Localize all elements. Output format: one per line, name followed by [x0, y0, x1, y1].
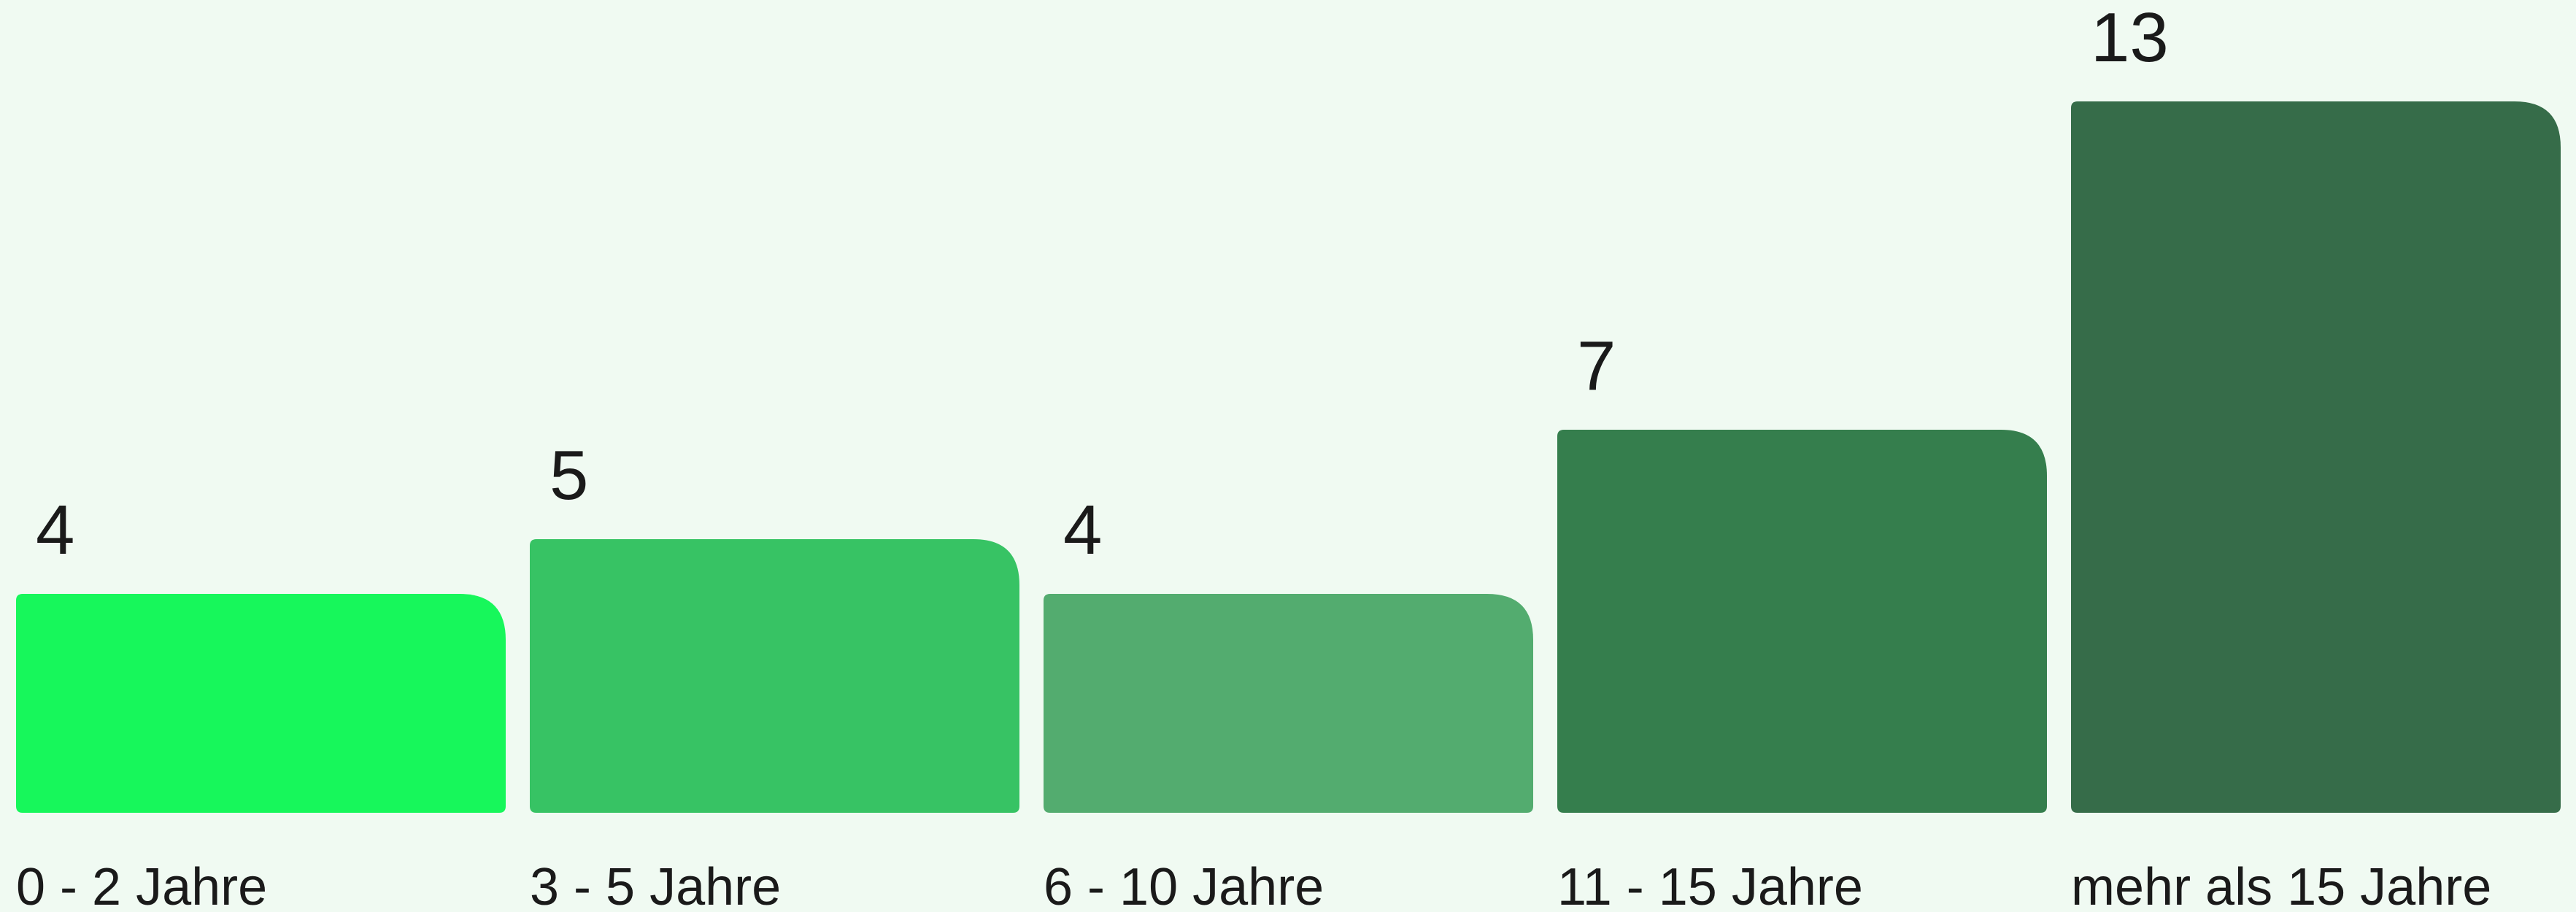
value-label: 4 [1063, 491, 1102, 569]
category-label: 3 - 5 Jahre [530, 858, 781, 912]
bar [2071, 101, 2561, 813]
value-label: 13 [2091, 0, 2169, 77]
bar [530, 539, 1019, 813]
category-label: 6 - 10 Jahre [1044, 858, 1324, 912]
bar [1044, 594, 1533, 813]
value-label: 4 [36, 491, 74, 569]
bar [1557, 430, 2047, 813]
category-label: 11 - 15 Jahre [1557, 858, 1863, 912]
bar [16, 594, 506, 813]
category-label: 0 - 2 Jahre [16, 858, 267, 912]
category-label: mehr als 15 Jahre [2071, 858, 2491, 912]
value-label: 7 [1577, 327, 1616, 405]
value-label: 5 [549, 436, 588, 514]
